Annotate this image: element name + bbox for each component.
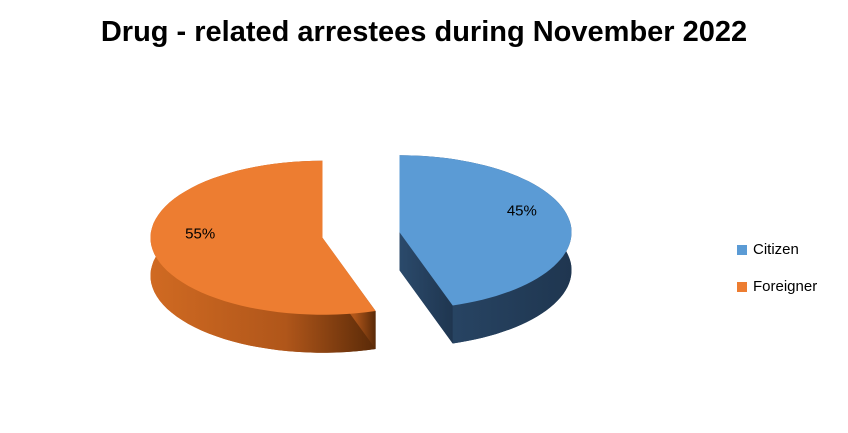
legend-label: Citizen (753, 241, 799, 258)
data-label: 55% (185, 225, 215, 242)
data-label: 45% (507, 203, 537, 220)
slice-side (399, 232, 453, 344)
pie-slice (150, 160, 376, 315)
legend-swatch (737, 282, 747, 292)
chart-title: Drug - related arrestees during November… (100, 16, 748, 48)
legend-label: Foreigner (753, 278, 817, 295)
pie-slice (399, 155, 572, 306)
slice (150, 160, 376, 353)
legend-swatch (737, 245, 747, 255)
slice (399, 155, 572, 344)
